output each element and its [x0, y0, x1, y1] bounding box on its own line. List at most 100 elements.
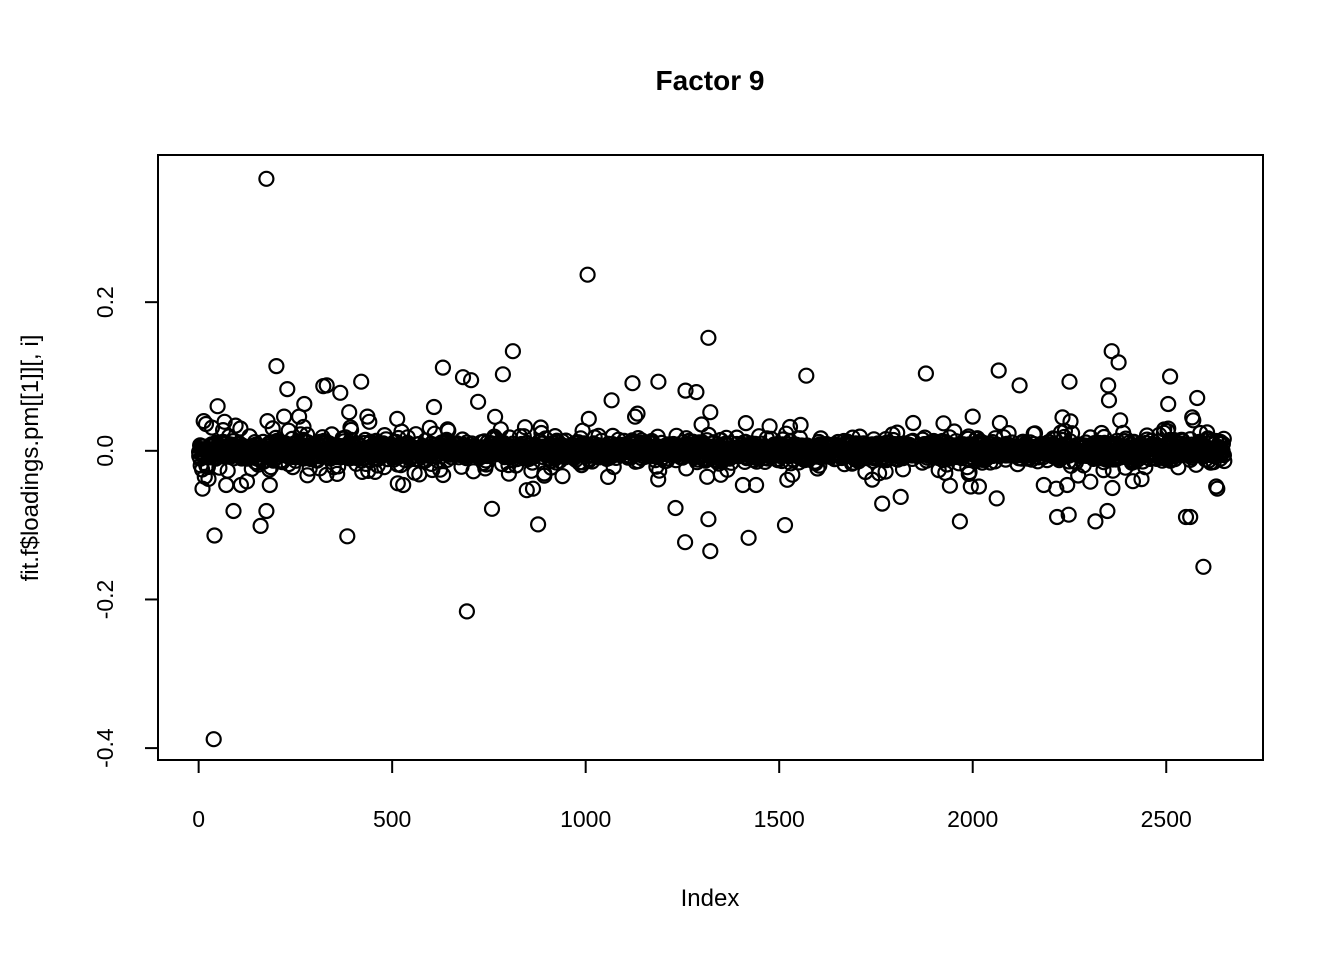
data-point	[734, 476, 752, 494]
data-point	[935, 415, 952, 432]
data-point-outlier	[258, 502, 275, 520]
data-point	[1124, 473, 1142, 490]
data-point-outlier	[225, 502, 242, 520]
data-point	[465, 463, 482, 480]
y-tick-label: 0.2	[92, 286, 118, 318]
data-point-outlier	[702, 542, 719, 560]
data-point	[626, 408, 644, 425]
data-point-outlier	[917, 365, 935, 382]
data-point-outlier	[1011, 377, 1028, 394]
data-point-outlier	[1177, 508, 1195, 526]
data-point	[905, 414, 922, 432]
x-axis-label: Index	[681, 885, 740, 912]
data-point-outlier	[1110, 354, 1127, 371]
data-point-outlier	[603, 392, 620, 409]
data-point-outlier	[329, 465, 346, 482]
data-point-outlier	[426, 425, 443, 442]
data-point-outlier	[195, 413, 212, 430]
data-point-outlier	[1095, 462, 1112, 479]
data-point	[784, 466, 801, 483]
data-point-outlier	[353, 373, 370, 390]
x-tick-label: 2000	[947, 806, 998, 832]
data-point-outlier	[624, 375, 641, 392]
data-point-outlier	[798, 367, 815, 384]
data-point-outlier	[649, 428, 666, 445]
data-point-outlier	[216, 413, 233, 430]
data-point-outlier	[332, 384, 349, 401]
data-point-outlier	[209, 398, 226, 415]
data-point-outlier	[1185, 412, 1202, 429]
data-point	[1215, 430, 1232, 447]
data-point-outlier	[1192, 424, 1209, 442]
data-point-outlier	[1137, 459, 1154, 476]
data-point-outlier	[1087, 513, 1104, 530]
x-axis-ticks	[197, 760, 1168, 773]
data-point-outlier	[740, 529, 757, 546]
data-point-outlier	[930, 462, 947, 479]
data-point-outlier	[434, 359, 451, 376]
x-tick-label: 0	[192, 806, 205, 832]
data-point-outlier	[941, 477, 959, 494]
data-point-outlier	[1100, 377, 1117, 394]
data-point-outlier	[1099, 502, 1116, 520]
plot-box	[157, 154, 1264, 761]
data-point	[1215, 447, 1233, 464]
data-point-outlier	[1160, 395, 1177, 413]
data-point-outlier	[205, 731, 222, 748]
data-point	[1082, 473, 1099, 490]
data-point-outlier	[874, 495, 891, 512]
data-point-outlier	[1195, 558, 1212, 575]
data-point-outlier	[458, 603, 475, 620]
x-tick-labels: 0 500 1000 1500 2000 2500	[192, 806, 1192, 832]
data-point-outlier	[1048, 480, 1065, 497]
data-point-outlier	[964, 408, 981, 425]
data-point-outlier	[232, 420, 249, 437]
data-point-outlier	[699, 468, 716, 485]
data-point	[1198, 424, 1216, 441]
data-point-outlier	[877, 463, 894, 480]
data-point	[435, 466, 452, 484]
x-tick-label: 500	[373, 806, 411, 832]
data-point-outlier	[1100, 392, 1118, 409]
data-point-outlier	[604, 427, 621, 444]
data-point	[650, 471, 667, 488]
y-axis-label: fit.f$loadings.pm[[1]][, i]	[17, 335, 44, 582]
data-point-outlier	[1048, 508, 1066, 526]
data-point-outlier	[778, 425, 795, 442]
data-point-outlier	[318, 377, 335, 394]
data-point-outlier	[454, 369, 472, 386]
data-point-outlier	[389, 410, 406, 427]
data-point-outlier	[1161, 368, 1179, 385]
data-point	[516, 419, 534, 436]
data-point-outlier	[676, 534, 694, 551]
y-axis-ticks	[145, 301, 158, 750]
data-point-outlier	[1054, 409, 1071, 426]
data-point-outlier	[518, 482, 535, 499]
data-point-outlier	[702, 404, 719, 421]
data-point	[1059, 476, 1076, 494]
data-point-outlier	[688, 384, 705, 401]
data-point	[792, 416, 809, 433]
data-point-outlier	[629, 405, 646, 422]
data-point-outlier	[529, 516, 547, 533]
data-point-outlier	[494, 366, 511, 383]
data-point-outlier	[341, 404, 358, 421]
data-point-outlier	[554, 468, 571, 485]
x-tick-label: 2500	[1141, 806, 1192, 832]
data-point	[411, 466, 428, 483]
data-point-outlier	[524, 480, 542, 497]
data-point-outlier	[295, 418, 312, 436]
data-point-outlier	[296, 395, 313, 413]
x-tick-label: 1500	[754, 806, 805, 832]
data-point-outlier	[463, 372, 480, 389]
data-point-outlier	[677, 382, 694, 399]
data-point	[261, 476, 278, 494]
data-point-outlier	[258, 170, 275, 187]
data-point-outlier	[361, 413, 378, 430]
data-point-outlier	[779, 471, 796, 488]
data-point-outlier	[360, 462, 377, 479]
data-point-outlier	[1093, 424, 1110, 442]
data-point-outlier	[268, 358, 285, 375]
